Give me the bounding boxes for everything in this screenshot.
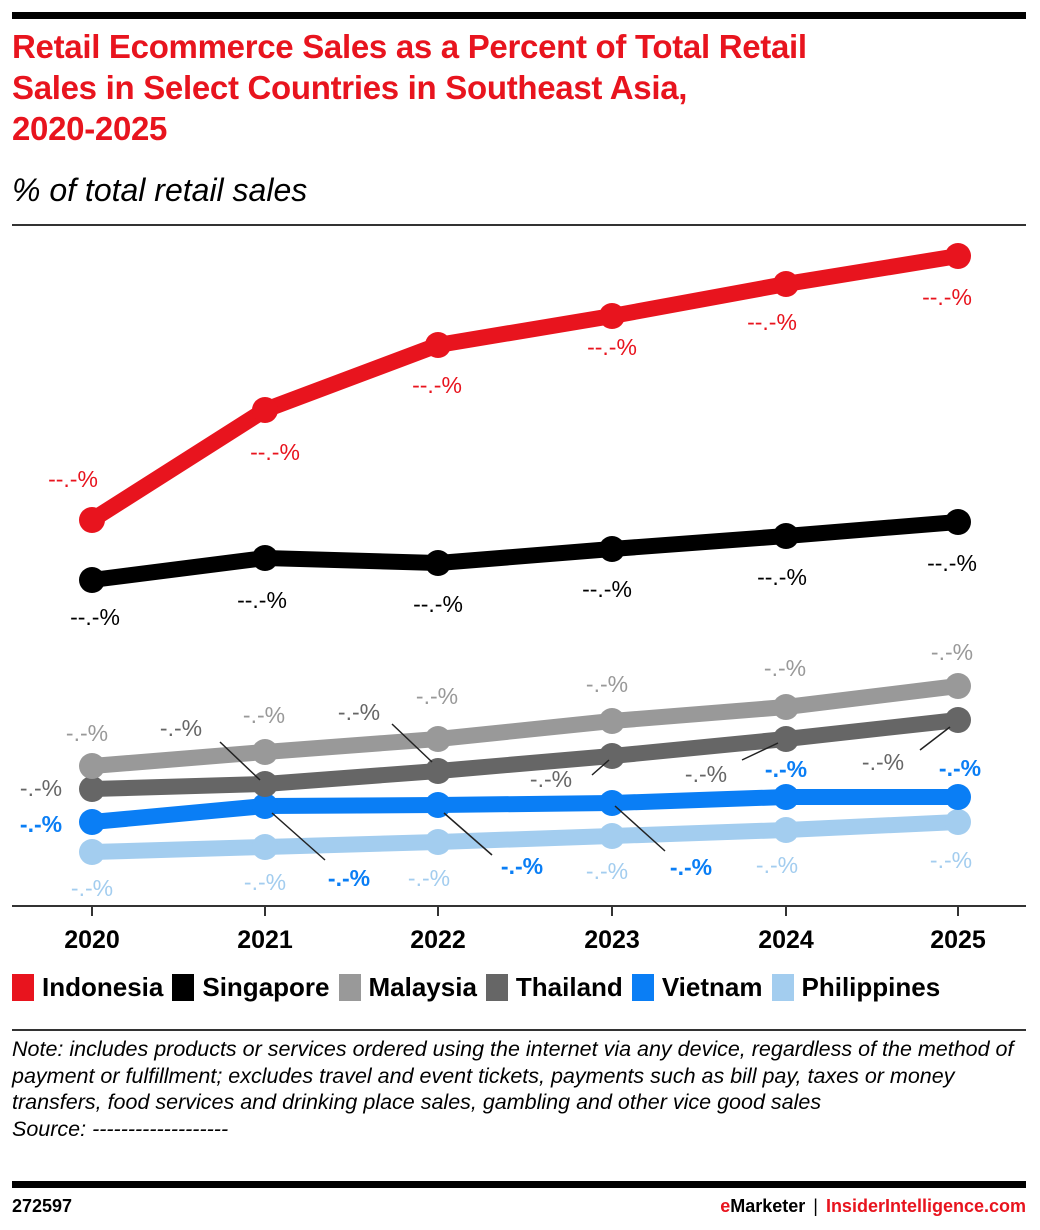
chart-legend: Indonesia Singapore Malaysia Thailand Vi… bbox=[12, 972, 949, 1003]
data-label-singapore: --.-% bbox=[927, 550, 977, 576]
footnote: Note: includes products or services orde… bbox=[12, 1036, 1027, 1142]
x-axis-labels: 2020 2021 2022 2023 2024 2025 bbox=[64, 926, 986, 954]
data-label-indonesia: --.-% bbox=[587, 334, 637, 360]
data-label-singapore: --.-% bbox=[237, 587, 287, 613]
series-indonesia bbox=[79, 243, 971, 533]
data-label-singapore: --.-% bbox=[413, 591, 463, 617]
data-label-malaysia: -.-% bbox=[764, 655, 806, 681]
data-label-thailand: -.-% bbox=[338, 699, 380, 725]
legend-swatch-thailand bbox=[485, 974, 508, 1001]
subtitle-rule bbox=[12, 224, 1026, 226]
data-label-philippines: -.-% bbox=[71, 875, 113, 901]
legend-item-indonesia: Indonesia bbox=[12, 972, 163, 1003]
data-label-indonesia: --.-% bbox=[412, 372, 462, 398]
brand-emarketer-e: e bbox=[720, 1196, 731, 1216]
legend-swatch-indonesia bbox=[12, 974, 34, 1001]
line-chart: 2020 2021 2022 2023 2024 2025 bbox=[12, 243, 1026, 954]
legend-item-malaysia: Malaysia bbox=[338, 972, 477, 1003]
x-tick-label: 2025 bbox=[930, 926, 986, 954]
data-label-indonesia: --.-% bbox=[922, 284, 972, 310]
legend-item-vietnam: Vietnam bbox=[631, 972, 763, 1003]
chart-title: Retail Ecommerce Sales as a Percent of T… bbox=[12, 26, 1032, 149]
data-label-indonesia: --.-% bbox=[250, 439, 300, 465]
data-label-indonesia: --.-% bbox=[48, 466, 98, 492]
legend-label: Indonesia bbox=[42, 972, 164, 1002]
legend-item-philippines: Philippines bbox=[771, 972, 941, 1003]
label-leader-lines bbox=[219, 723, 951, 861]
data-label-singapore: --.-% bbox=[757, 564, 807, 590]
legend-label: Vietnam bbox=[661, 972, 763, 1002]
legend-label: Singapore bbox=[202, 972, 330, 1002]
series-thailand bbox=[79, 707, 971, 802]
x-tick-label: 2022 bbox=[410, 926, 466, 954]
data-label-singapore: --.-% bbox=[582, 576, 632, 602]
legend-label: Thailand bbox=[515, 972, 623, 1002]
title-line-3: 2020-2025 bbox=[12, 110, 168, 147]
bottom-rule bbox=[12, 1181, 1026, 1188]
legend-label: Malaysia bbox=[368, 972, 477, 1002]
brand-emarketer: Marketer bbox=[730, 1196, 806, 1216]
x-tick-label: 2020 bbox=[64, 926, 120, 954]
x-tick-label: 2024 bbox=[758, 926, 814, 954]
legend-label: Philippines bbox=[801, 972, 941, 1002]
data-label-malaysia: -.-% bbox=[66, 720, 108, 746]
chart-id: 272597 bbox=[12, 1196, 73, 1216]
data-label-thailand: -.-% bbox=[20, 775, 62, 801]
data-label-philippines: -.-% bbox=[756, 852, 798, 878]
data-label-malaysia: -.-% bbox=[416, 683, 458, 709]
data-label-vietnam: -.-% bbox=[501, 853, 543, 879]
data-label-thailand: -.-% bbox=[685, 761, 727, 787]
note-text: Note: includes products or services orde… bbox=[12, 1037, 1014, 1114]
brand-credit: eMarketer | InsiderIntelligence.com bbox=[720, 1196, 1026, 1217]
data-label-philippines: -.-% bbox=[586, 858, 628, 884]
data-label-vietnam: -.-% bbox=[670, 854, 712, 880]
source-text: Source: ------------------- bbox=[12, 1116, 229, 1141]
legend-swatch-vietnam bbox=[631, 974, 654, 1001]
series-philippines bbox=[79, 809, 971, 865]
x-tick-label: 2023 bbox=[584, 926, 640, 954]
data-label-malaysia: -.-% bbox=[586, 671, 628, 697]
data-label-thailand: -.-% bbox=[160, 715, 202, 741]
note-rule bbox=[12, 1029, 1026, 1031]
legend-swatch-philippines bbox=[771, 974, 794, 1001]
data-labels: --.-% --.-% --.-% --.-% --.-% --.-% --.-… bbox=[20, 284, 981, 901]
data-label-philippines: -.-% bbox=[408, 865, 450, 891]
title-line-1: Retail Ecommerce Sales as a Percent of T… bbox=[12, 28, 807, 65]
brand-insider-intelligence[interactable]: InsiderIntelligence.com bbox=[825, 1196, 1026, 1216]
data-label-vietnam: -.-% bbox=[765, 756, 807, 782]
brand-separator: | bbox=[813, 1196, 818, 1216]
legend-swatch-singapore bbox=[172, 974, 195, 1001]
data-label-vietnam: -.-% bbox=[20, 811, 62, 837]
x-tick-label: 2021 bbox=[237, 926, 293, 954]
data-label-thailand: -.-% bbox=[530, 766, 572, 792]
series-vietnam bbox=[79, 784, 971, 835]
series-singapore bbox=[79, 509, 971, 593]
legend-item-singapore: Singapore bbox=[172, 972, 330, 1003]
data-label-malaysia: -.-% bbox=[243, 702, 285, 728]
title-line-2: Sales in Select Countries in Southeast A… bbox=[12, 69, 688, 106]
data-label-thailand: -.-% bbox=[862, 749, 904, 775]
data-label-indonesia: --.-% bbox=[747, 309, 797, 335]
legend-swatch-malaysia bbox=[338, 974, 361, 1001]
data-label-vietnam: -.-% bbox=[328, 865, 370, 891]
data-label-malaysia: -.-% bbox=[931, 639, 973, 665]
data-label-philippines: -.-% bbox=[244, 869, 286, 895]
chart-subtitle: % of total retail sales bbox=[12, 172, 308, 208]
series-malaysia bbox=[79, 673, 971, 779]
x-axis-ticks bbox=[91, 906, 959, 916]
legend-item-thailand: Thailand bbox=[485, 972, 623, 1003]
data-label-vietnam: -.-% bbox=[939, 755, 981, 781]
data-label-singapore: --.-% bbox=[70, 604, 120, 630]
data-label-philippines: -.-% bbox=[930, 847, 972, 873]
top-rule bbox=[12, 12, 1026, 19]
